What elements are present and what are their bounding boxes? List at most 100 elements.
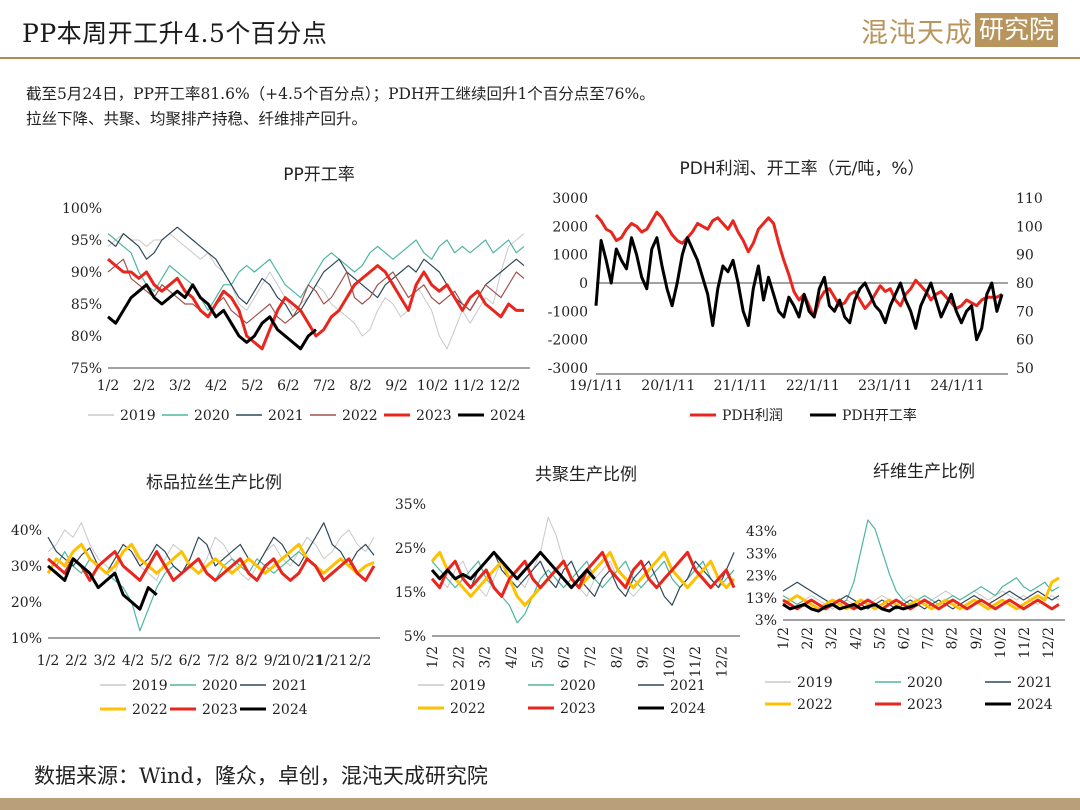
x-tick-label: 1/21 bbox=[316, 653, 347, 669]
legend-label: 2024 bbox=[1017, 697, 1053, 713]
x-tick-label: 1/2 bbox=[425, 646, 441, 669]
x-tick-label: 5/2 bbox=[150, 653, 173, 669]
fiber-svg: 纤维生产比例 3% 13% 23% 33% 43% 1/2 2/2 3/2 4/2 5/2 6/2 7/… bbox=[746, 462, 1065, 713]
y-tick-label: 100% bbox=[62, 201, 102, 217]
x-tick-label: 7/2 bbox=[207, 653, 230, 669]
copolymer-svg: 共聚生产比例 5% 15% 25% 35% 1/2 2/2 3/2 4/2 5/2 6/2 7/2 8/… bbox=[395, 465, 740, 717]
x-tick-label: 7/2 bbox=[313, 378, 336, 394]
y-tick-label: 13% bbox=[746, 591, 777, 607]
x-tick-label: 10/2 bbox=[417, 378, 448, 394]
y-tick-label: -1000 bbox=[548, 304, 588, 320]
y-tick-label: 43% bbox=[746, 524, 777, 540]
y-tick-label: 90% bbox=[71, 265, 102, 281]
x-tick-label: 2/2 bbox=[349, 653, 372, 669]
x-tick-label: 3/2 bbox=[824, 627, 840, 650]
y-tick-label: 15% bbox=[395, 585, 426, 601]
legend-label: 2023 bbox=[907, 697, 943, 713]
x-tick-label: 9/2 bbox=[636, 646, 652, 669]
x-tick-label: 2/2 bbox=[800, 627, 816, 650]
page-title: PP本周开工升4.5个百分点 bbox=[22, 19, 328, 48]
y-tick-label: 40% bbox=[11, 523, 42, 539]
x-tick-label: 12/2 bbox=[489, 378, 520, 394]
chart-title: 共聚生产比例 bbox=[535, 465, 637, 485]
x-tick-label: 8/2 bbox=[945, 627, 961, 650]
header-divider bbox=[0, 57, 1080, 59]
legend-label: 2020 bbox=[907, 675, 943, 691]
pp-rate-chart: PP开工率 75% 80% 85% 90% 95% 100% 1/2 2/2 3/2 4/2 5/2 6… bbox=[60, 150, 540, 440]
data-source: 数据来源：Wind，隆众，卓创，混沌天成研究院 bbox=[34, 764, 488, 788]
y2-tick-label: 100 bbox=[1016, 219, 1043, 235]
y-tick-label: 3% bbox=[755, 613, 777, 629]
legend-label: 2024 bbox=[272, 702, 308, 718]
series-line-2023 bbox=[107, 258, 524, 351]
y-tick-label: 20% bbox=[11, 595, 42, 611]
legend-label: 2024 bbox=[670, 701, 706, 717]
x-tick-label: 10/2 bbox=[993, 627, 1009, 658]
x-tick-label: 23/1/11 bbox=[858, 378, 912, 394]
x-tick-label: 10/2 bbox=[662, 646, 678, 677]
y-tick-label: 1000 bbox=[552, 248, 588, 264]
chart-title: PDH利润、开工率（元/吨，%） bbox=[679, 159, 924, 179]
y2-tick-label: 60 bbox=[1016, 333, 1034, 349]
y-tick-label: 2000 bbox=[552, 219, 588, 235]
y2-tick-label: 90 bbox=[1016, 248, 1034, 264]
x-tick-label: 3/2 bbox=[169, 378, 192, 394]
footer-bar bbox=[0, 798, 1080, 810]
legend-label: 2022 bbox=[132, 702, 168, 718]
x-tick-label: 8/2 bbox=[349, 378, 372, 394]
series-line-2020 bbox=[107, 233, 525, 311]
x-tick-label: 6/2 bbox=[557, 646, 573, 669]
legend-label: 2019 bbox=[450, 678, 486, 694]
pdh-svg: PDH利润、开工率（元/吨，%） -3000 -2000 -1000 0 1000 2000… bbox=[548, 159, 1043, 424]
x-tick-label: 10/21 bbox=[283, 653, 323, 669]
y-tick-label: 95% bbox=[71, 233, 102, 249]
series-line-2022 bbox=[46, 542, 375, 575]
x-tick-label: 19/1/11 bbox=[569, 378, 623, 394]
logo-box: 研究院 bbox=[974, 13, 1058, 47]
x-tick-label: 6/2 bbox=[277, 378, 300, 394]
series-line-PDH开工率 bbox=[594, 236, 1004, 342]
pp-rate-svg: PP开工率 75% 80% 85% 90% 95% 100% 1/2 2/2 3/2 4/2 5/2 6… bbox=[62, 165, 530, 424]
legend-label: 2020 bbox=[560, 678, 596, 694]
x-tick-label: 9/2 bbox=[969, 627, 985, 650]
y-tick-label: 0 bbox=[579, 276, 588, 292]
series-line-2023 bbox=[47, 550, 376, 582]
x-tick-label: 2/2 bbox=[133, 378, 156, 394]
x-tick-label: 11/2 bbox=[688, 646, 704, 677]
x-tick-label: 4/2 bbox=[205, 378, 228, 394]
y-tick-label: 23% bbox=[746, 569, 777, 585]
legend-label: 2019 bbox=[132, 678, 168, 694]
x-tick-label: 1/2 bbox=[776, 627, 792, 650]
y-tick-label: -2000 bbox=[548, 333, 588, 349]
x-tick-label: 4/2 bbox=[122, 653, 145, 669]
x-tick-label: 1/2 bbox=[97, 378, 120, 394]
y-tick-label: -3000 bbox=[548, 361, 588, 377]
series-line-2024 bbox=[782, 602, 918, 613]
x-tick-label: 5/2 bbox=[872, 627, 888, 650]
y-tick-label: 10% bbox=[11, 631, 42, 647]
y-tick-label: 30% bbox=[11, 559, 42, 575]
header: PP本周开工升4.5个百分点 混沌天成 研究院 bbox=[0, 0, 1080, 59]
pdh-chart: PDH利润、开工率（元/吨，%） -3000 -2000 -1000 0 1000 2000… bbox=[540, 150, 1060, 440]
x-tick-label: 7/2 bbox=[583, 646, 599, 669]
x-tick-label: 4/2 bbox=[504, 646, 520, 669]
x-tick-label: 24/1/11 bbox=[930, 378, 984, 394]
x-tick-label: 9/2 bbox=[385, 378, 408, 394]
y-tick-label: 3000 bbox=[552, 191, 588, 207]
x-tick-label: 3/2 bbox=[478, 646, 494, 669]
legend-label: 2024 bbox=[490, 408, 526, 424]
x-tick-label: 12/2 bbox=[1041, 627, 1057, 658]
fiber-chart: 纤维生产比例 3% 13% 23% 33% 43% 1/2 2/2 3/2 4/2 5/2 6/2 7/… bbox=[745, 455, 1075, 735]
x-tick-label: 6/2 bbox=[179, 653, 202, 669]
series-line-2024 bbox=[47, 557, 158, 611]
x-tick-label: 22/1/11 bbox=[786, 378, 840, 394]
legend-label: 2019 bbox=[797, 675, 833, 691]
x-tick-label: 5/2 bbox=[530, 646, 546, 669]
legend-label: 2021 bbox=[1017, 675, 1053, 691]
copolymer-chart: 共聚生产比例 5% 15% 25% 35% 1/2 2/2 3/2 4/2 5/2 6/2 7/2 8/… bbox=[390, 460, 750, 735]
x-tick-label: 11/2 bbox=[1017, 627, 1033, 658]
legend-label: 2022 bbox=[450, 701, 486, 717]
summary-line-2: 拉丝下降、共聚、均聚排产持稳、纤维排产回升。 bbox=[26, 110, 368, 128]
y2-tick-label: 80 bbox=[1016, 276, 1034, 292]
y-tick-label: 75% bbox=[71, 361, 102, 377]
